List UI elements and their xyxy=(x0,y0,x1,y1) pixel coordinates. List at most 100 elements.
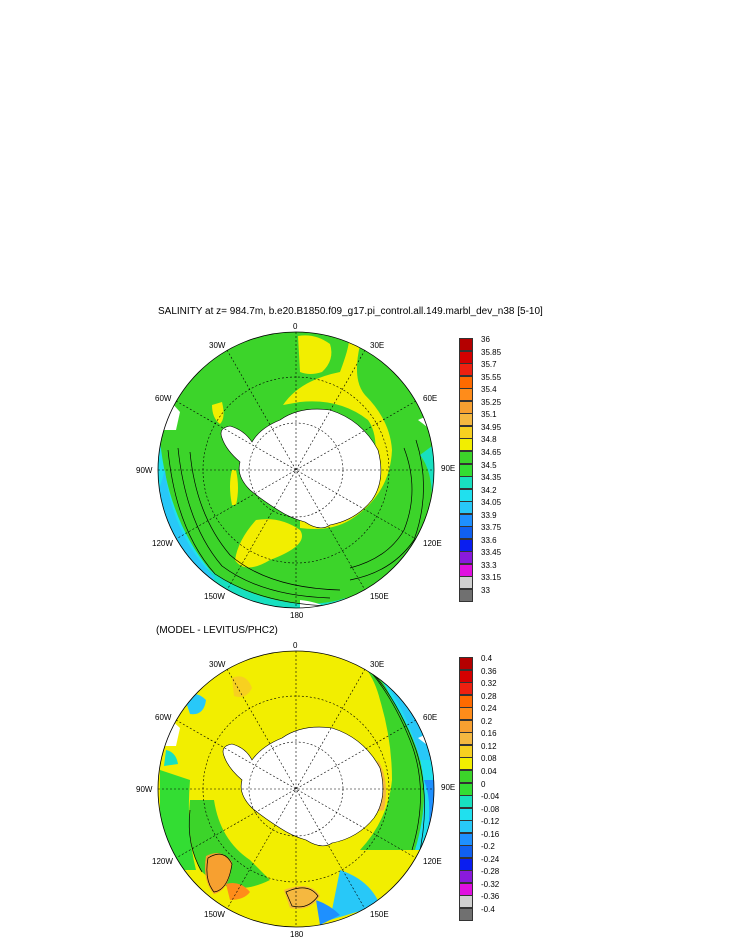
top-colorbar-label: 35.4 xyxy=(481,385,497,395)
bottom-lon-120e: 120E xyxy=(423,857,442,866)
bottom-colorbar-label: -0.12 xyxy=(481,817,500,827)
bottom-colorbar-swatch xyxy=(459,845,473,859)
top-colorbar-swatch xyxy=(459,563,473,577)
bottom-colorbar-swatch xyxy=(459,707,473,721)
top-lon-180: 180 xyxy=(290,611,304,620)
top-colorbar-swatch xyxy=(459,476,473,490)
bottom-colorbar-swatch xyxy=(459,807,473,821)
top-colorbar-swatch xyxy=(459,400,473,414)
bottom-colorbar-swatch xyxy=(459,820,473,834)
bottom-colorbar-swatch xyxy=(459,895,473,909)
top-lon-30e: 30E xyxy=(370,341,385,350)
top-colorbar-label: 34.5 xyxy=(481,460,497,470)
top-colorbar-label: 34.05 xyxy=(481,498,502,508)
top-contours xyxy=(167,439,424,607)
top-colorbar-swatch xyxy=(459,488,473,502)
bottom-colorbar-label: -0.16 xyxy=(481,829,500,839)
top-colorbar-label: 34.65 xyxy=(481,447,502,457)
top-lon-60w: 60W xyxy=(155,394,172,403)
top-map-border xyxy=(157,331,435,609)
top-colorbar-label: 35.25 xyxy=(481,397,502,407)
bottom-lon-60w: 60W xyxy=(155,713,172,722)
bottom-colorbar-label: 0.08 xyxy=(481,754,497,764)
bottom-lon-180: 180 xyxy=(290,930,304,939)
bottom-colorbar-swatch xyxy=(459,657,473,671)
top-colorbar-swatch xyxy=(459,413,473,427)
bottom-colorbar-swatch xyxy=(459,795,473,809)
top-colorbar-label: 33 xyxy=(481,586,490,595)
bottom-colorbar-swatch xyxy=(459,732,473,746)
bottom-colorbar-label: -0.4 xyxy=(481,905,495,914)
top-colorbar-label: 35.55 xyxy=(481,372,502,382)
bottom-lon-30e: 30E xyxy=(370,660,385,669)
top-colorbar-label: 36 xyxy=(481,335,490,344)
bottom-colorbar-label: -0.2 xyxy=(481,842,495,852)
bottom-colorbar-label: -0.04 xyxy=(481,792,500,802)
bottom-colorbar-swatch xyxy=(459,908,473,922)
top-lon-60e: 60E xyxy=(423,394,438,403)
bottom-lon-0: 0 xyxy=(293,641,298,650)
top-colorbar-label: 34.95 xyxy=(481,422,502,432)
top-lon-120w: 120W xyxy=(152,539,173,548)
bottom-lon-150e: 150E xyxy=(370,910,389,919)
top-colorbar-label: 33.9 xyxy=(481,510,497,520)
bottom-colorbar-swatch xyxy=(459,857,473,871)
bottom-colorbar-label: 0.12 xyxy=(481,741,497,751)
bottom-colorbar-label: 0.32 xyxy=(481,679,497,689)
bottom-colorbar-label: -0.28 xyxy=(481,867,500,877)
top-colorbar-swatch xyxy=(459,576,473,590)
top-colorbar-swatch xyxy=(459,450,473,464)
top-colorbar-label: 33.45 xyxy=(481,548,502,558)
top-colorbar-label: 33.3 xyxy=(481,560,497,570)
top-colorbar-label: 33.6 xyxy=(481,535,497,545)
top-colorbar-swatch xyxy=(459,551,473,565)
top-colorbar-swatch xyxy=(459,463,473,477)
bottom-lon-150w: 150W xyxy=(204,910,225,919)
bottom-colorbar-label: -0.24 xyxy=(481,854,500,864)
bottom-colorbar-label: 0.36 xyxy=(481,666,497,676)
bottom-graticule xyxy=(158,651,434,927)
bottom-colorbar-label: 0.2 xyxy=(481,716,493,726)
top-colorbar-swatch xyxy=(459,338,473,352)
top-colorbar-swatch xyxy=(459,425,473,439)
bottom-lon-90e: 90E xyxy=(441,783,456,792)
top-colorbar-label: 33.75 xyxy=(481,523,502,533)
bottom-colorbar-swatch xyxy=(459,694,473,708)
top-colorbar-swatch xyxy=(459,363,473,377)
top-lon-120e: 120E xyxy=(423,539,442,548)
bottom-lon-30w: 30W xyxy=(209,660,226,669)
top-lon-0: 0 xyxy=(293,322,298,331)
top-colorbar-label: 35.85 xyxy=(481,347,502,357)
bottom-colorbar-swatch xyxy=(459,719,473,733)
bottom-colorbar-label: 0.4 xyxy=(481,654,493,663)
bottom-colorbar-label: 0.16 xyxy=(481,729,497,739)
bottom-colorbar-label: 0.24 xyxy=(481,704,497,714)
bottom-colorbar-swatch xyxy=(459,744,473,758)
bottom-colorbar-label: -0.08 xyxy=(481,804,500,814)
bottom-colorbar-swatch xyxy=(459,870,473,884)
bottom-colorbar-swatch xyxy=(459,782,473,796)
bottom-lon-60e: 60E xyxy=(423,713,438,722)
bottom-lon-90w: 90W xyxy=(136,785,153,794)
top-lon-150w: 150W xyxy=(204,592,225,601)
top-colorbar-swatch xyxy=(459,526,473,540)
top-lon-150e: 150E xyxy=(370,592,389,601)
top-colorbar-swatch xyxy=(459,589,473,603)
top-colorbar-swatch xyxy=(459,438,473,452)
top-colorbar-label: 34.8 xyxy=(481,435,497,445)
top-lon-90e: 90E xyxy=(441,464,456,473)
bottom-lon-120w: 120W xyxy=(152,857,173,866)
bottom-colorbar-label: 0.28 xyxy=(481,691,497,701)
bottom-map-border xyxy=(157,650,435,928)
top-colorbar-swatch xyxy=(459,538,473,552)
top-colorbar-label: 35.7 xyxy=(481,360,497,370)
bottom-colorbar-label: 0 xyxy=(481,779,486,789)
bottom-colorbar-swatch xyxy=(459,669,473,683)
top-colorbar-swatch xyxy=(459,501,473,515)
bottom-colorbar-swatch xyxy=(459,769,473,783)
top-colorbar-swatch xyxy=(459,513,473,527)
top-colorbar-label: 34.35 xyxy=(481,473,502,483)
bottom-colorbar-swatch xyxy=(459,832,473,846)
top-map-title: SALINITY at z= 984.7m, b.e20.B1850.f09_g… xyxy=(158,306,543,317)
